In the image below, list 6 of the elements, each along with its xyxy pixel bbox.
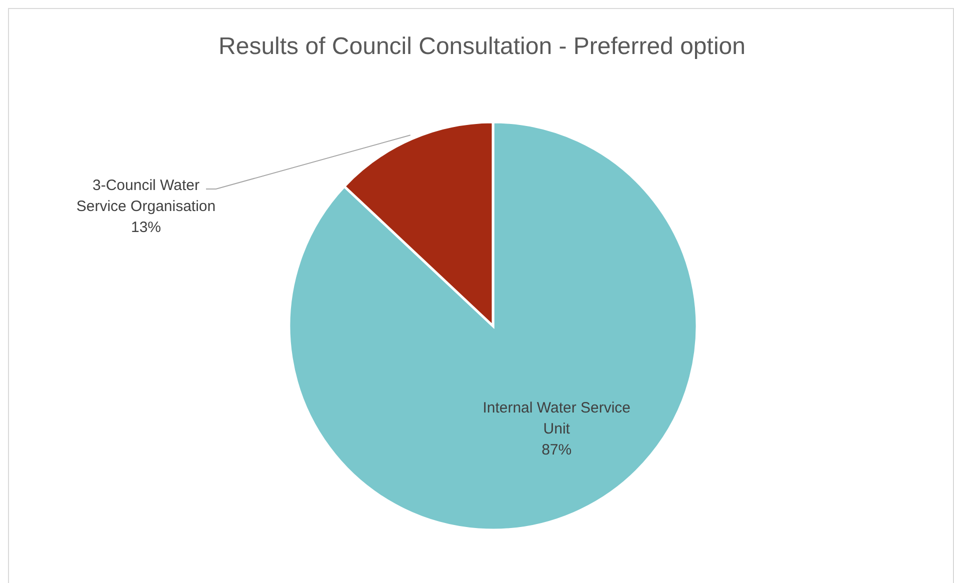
pie-slice xyxy=(288,120,698,532)
chart-title: Results of Council Consultation - Preferred option xyxy=(218,33,746,60)
data-label: 13% xyxy=(130,219,162,236)
data-label: 87% xyxy=(542,441,572,458)
slice-label: 3-Council Water Service Organisation xyxy=(76,177,216,215)
slice-label: Internal Water Service Unit xyxy=(482,399,631,438)
